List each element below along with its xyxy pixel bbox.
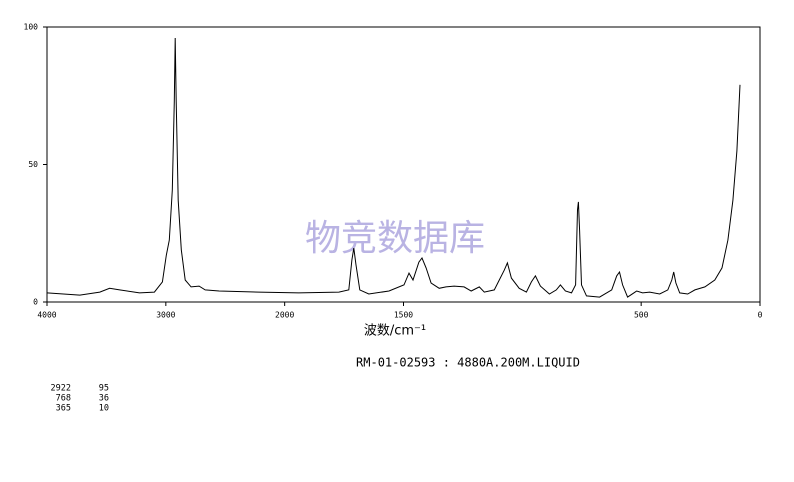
y-tick-label: 100 [24, 23, 39, 32]
watermark: 物竞数据库 [305, 218, 485, 259]
spectrum-line [46, 37, 741, 298]
y-tick-label: 50 [28, 160, 38, 169]
peak-position: 365 [56, 404, 71, 414]
peak-intensity: 95 [99, 384, 109, 394]
peak-intensity: 36 [99, 394, 109, 404]
x-tick-label: 1500 [394, 311, 413, 320]
x-tick-label: 2000 [275, 311, 294, 320]
plot-frame [46, 26, 761, 303]
chart-title: RM-01-02593 : 4880A.200M.LIQUID [356, 356, 580, 370]
x-axis-label: 波数/cm⁻¹ [364, 324, 426, 339]
x-tick-label: 3000 [156, 311, 175, 320]
x-tick-label: 0 [758, 311, 763, 320]
x-tick-label: 500 [634, 311, 649, 320]
peak-intensity: 10 [99, 404, 109, 414]
y-tick-label: 0 [33, 298, 38, 307]
x-tick-label: 4000 [37, 311, 56, 320]
peak-position: 2922 [51, 384, 71, 394]
peak-position: 768 [56, 394, 71, 404]
